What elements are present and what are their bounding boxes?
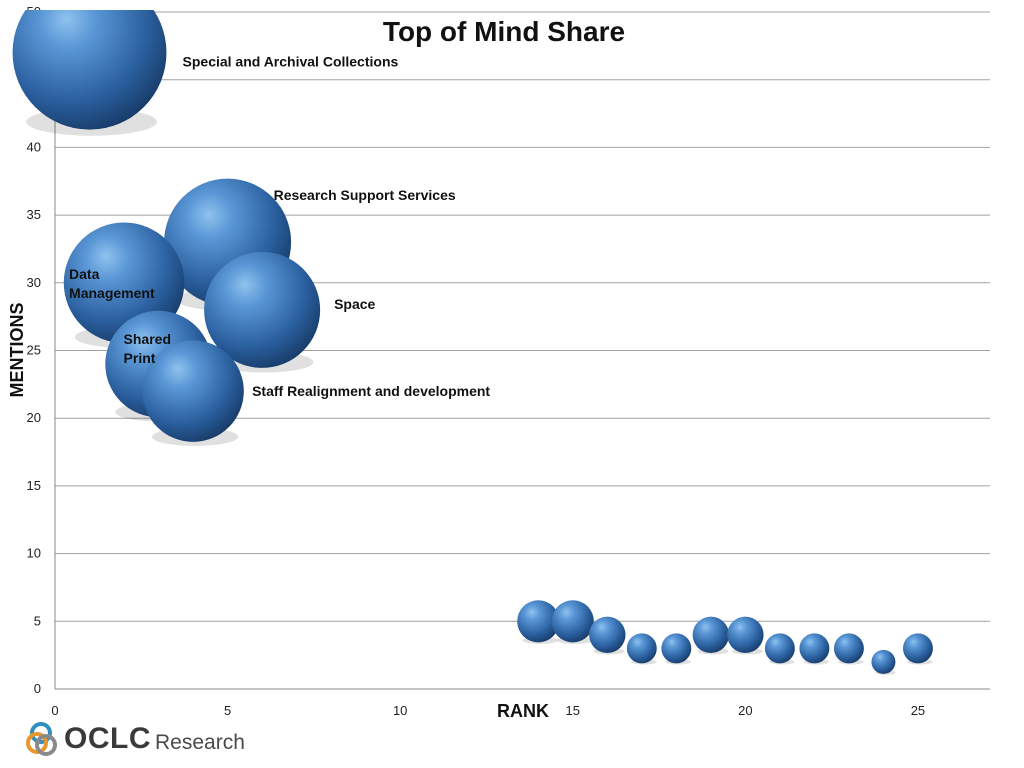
x-tick-label: 0 [51,703,58,718]
bubble-label-rank-3: Shared Print [124,331,171,366]
x-tick-label: 25 [911,703,925,718]
oclc-research-logo: OCLC Research [24,716,245,762]
y-tick-label: 0 [34,681,41,696]
y-tick-label: 15 [27,478,41,493]
bubble-rank-14 [517,600,560,643]
bubble-label-rank-1: Special and Archival Collections [183,54,399,70]
logo-brand: OCLC [64,722,151,755]
bubble-rank-16 [589,616,626,654]
x-tick-label: 5 [224,703,231,718]
logo-sub: Research [155,731,245,754]
gridlines [55,11,990,622]
bubble-label-rank-6: Space [334,296,375,312]
bubble-rank-21 [764,633,795,664]
x-tick-label: 15 [566,703,580,718]
chart-title: Top of Mind Share [383,16,625,47]
oclc-rings-icon [26,722,57,756]
x-axis-title: RANK [497,701,549,721]
y-tick-label: 20 [27,410,41,425]
bubble-rank-18 [661,633,692,664]
bubble-label-rank-5: Research Support Services [274,187,456,203]
y-tick-label: 30 [27,275,41,290]
bubble-rank-22 [799,633,830,664]
bubble-rank-19 [692,616,730,654]
bubble-rank-6 [204,251,321,368]
bubble-label-rank-2: Data Management [69,266,155,301]
bubble-rank-15 [551,600,594,643]
bubbles [12,10,933,675]
bubble-rank-23 [833,633,864,664]
bubble-rank-20 [727,616,764,654]
y-tick-label: 40 [27,139,41,154]
y-tick-label: 5 [34,613,41,628]
bubble-rank-1 [12,10,167,130]
y-axis-title: MENTIONS [7,302,27,397]
bubble-rank-17 [626,633,657,664]
y-tick-label: 10 [27,546,41,561]
y-tick-label: 35 [27,207,41,222]
bubble-rank-4 [142,340,244,442]
x-tick-label: 10 [393,703,407,718]
x-tick-label: 20 [738,703,752,718]
y-tick-label: 25 [27,343,41,358]
bubble-rank-24 [871,649,896,674]
bubble-labels: Special and Archival Collections Research… [69,54,490,399]
bubble-label-rank-4: Staff Realignment and development [252,383,490,399]
bubble-rank-25 [902,633,933,664]
